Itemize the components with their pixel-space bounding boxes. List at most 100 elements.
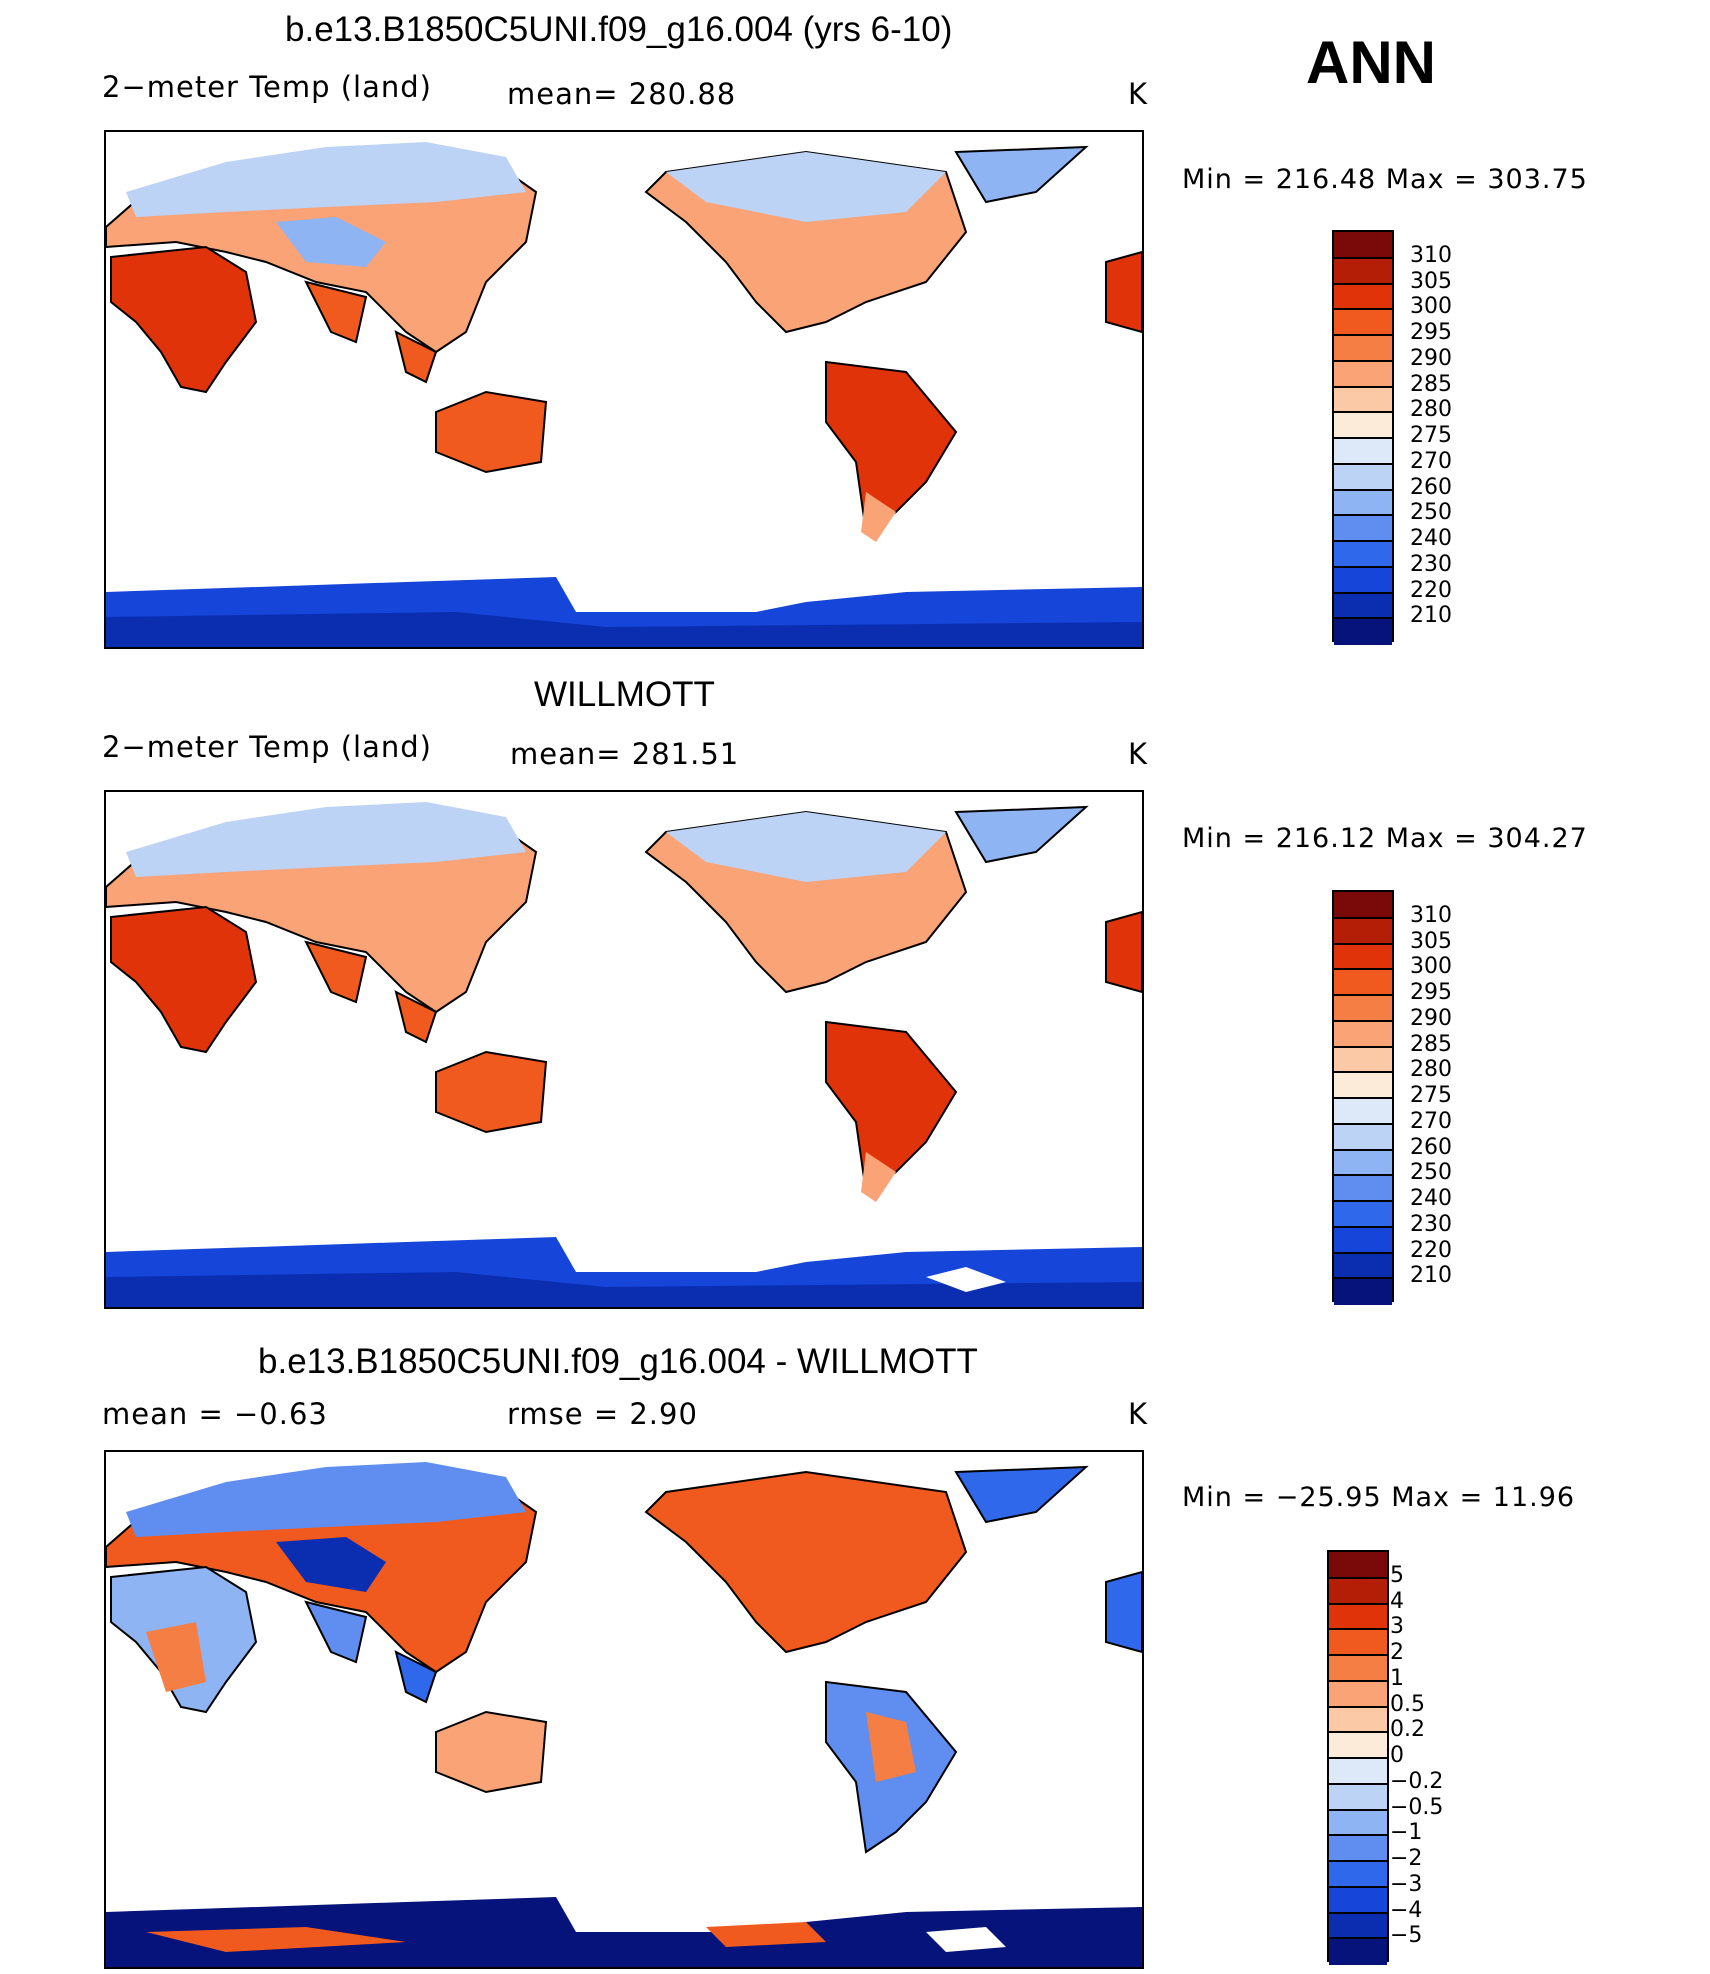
colorbar-tick-label: 285: [1410, 1031, 1452, 1057]
colorbar-tick-label: −2: [1390, 1846, 1423, 1871]
colorbar-tick-label: 305: [1410, 928, 1452, 954]
colorbar-cell: [1334, 412, 1392, 439]
colorbar-cell: [1329, 1783, 1387, 1810]
colorbar-divider: [1329, 1937, 1387, 1940]
colorbar-divider: [1334, 540, 1392, 542]
colorbar-cell: [1334, 943, 1392, 970]
colorbar-divider: [1329, 1705, 1387, 1708]
colorbar-cell: [1334, 541, 1392, 568]
colorbar-cell: [1329, 1912, 1387, 1939]
colorbar-divider: [1334, 1071, 1392, 1074]
colorbar-divider: [1334, 1251, 1392, 1254]
panel-1-units: K: [1128, 77, 1149, 111]
colorbar-tick-label: 300: [1410, 294, 1452, 320]
colorbar-divider: [1334, 942, 1392, 945]
colorbar-cell: [1334, 335, 1392, 362]
panel-1-mean: mean= 280.88: [507, 77, 737, 111]
colorbar-tick-label: 2: [1390, 1640, 1404, 1665]
colorbar-cell: [1329, 1758, 1387, 1785]
colorbar-divider: [1329, 1757, 1387, 1759]
panel-1-map: [104, 130, 1144, 649]
panel-2-colorbar: [1332, 890, 1394, 1305]
colorbar-tick-label: 210: [1410, 1263, 1452, 1289]
colorbar-cell: [1334, 360, 1392, 387]
colorbar-cell: [1329, 1577, 1387, 1604]
colorbar-tick-label: 260: [1410, 474, 1452, 500]
colorbar-tick-label: 5: [1390, 1562, 1404, 1588]
colorbar-cell: [1329, 1886, 1387, 1913]
colorbar-divider: [1334, 994, 1392, 996]
colorbar-tick-label: 310: [1410, 902, 1452, 928]
colorbar-tick-label: 280: [1410, 1057, 1452, 1083]
colorbar-tick-label: 290: [1410, 345, 1452, 371]
panel-1-variable: 2−meter Temp (land): [102, 70, 432, 104]
colorbar-divider: [1329, 1782, 1387, 1785]
colorbar-divider: [1329, 1576, 1387, 1579]
colorbar-divider: [1334, 565, 1392, 568]
panel-3-map-svg: [106, 1462, 1142, 1967]
colorbar-divider: [1334, 968, 1392, 971]
panel-3-rmse: rmse = 2.90: [507, 1397, 698, 1431]
colorbar-divider: [1334, 411, 1392, 414]
colorbar-divider: [1329, 1834, 1387, 1837]
colorbar-cell: [1334, 1149, 1392, 1176]
panel-2-units: K: [1128, 737, 1149, 771]
panel-1-map-svg: [106, 142, 1142, 647]
colorbar-tick-label: −0.2: [1390, 1768, 1444, 1794]
colorbar-cell: [1329, 1706, 1387, 1733]
panel-1-colorbar: [1332, 230, 1394, 645]
panel-1-land: [106, 142, 1142, 647]
colorbar-divider: [1334, 916, 1392, 919]
colorbar-cell: [1334, 489, 1392, 516]
colorbar-cell: [1334, 1020, 1392, 1047]
colorbar-divider: [1334, 514, 1392, 517]
colorbar-cell: [1334, 257, 1392, 284]
colorbar-tick-label: 310: [1410, 242, 1452, 268]
colorbar-cell: [1329, 1861, 1387, 1888]
colorbar-divider: [1334, 1148, 1392, 1151]
panel-3-land: [106, 1462, 1142, 1967]
colorbar-divider: [1334, 256, 1392, 259]
colorbar-divider: [1329, 1602, 1387, 1605]
colorbar-cell: [1334, 515, 1392, 542]
colorbar-tick-label: 305: [1410, 268, 1452, 294]
colorbar-tick-label: 230: [1410, 551, 1452, 577]
panel-2-minmax: Min = 216.12 Max = 304.27: [1182, 823, 1588, 854]
colorbar-tick-label: 270: [1410, 1108, 1452, 1134]
panel-3-map: [104, 1450, 1144, 1969]
colorbar-tick-label: 275: [1410, 423, 1452, 448]
colorbar-cell: [1334, 566, 1392, 593]
colorbar-tick-label: 290: [1410, 1005, 1452, 1031]
colorbar-divider: [1334, 1097, 1392, 1099]
colorbar-cell: [1334, 1175, 1392, 1202]
panel-2-land: [106, 802, 1142, 1307]
colorbar-tick-label: −5: [1390, 1923, 1423, 1949]
colorbar-divider: [1329, 1911, 1387, 1914]
colorbar-tick-label: 0: [1390, 1743, 1404, 1768]
colorbar-cell: [1334, 1226, 1392, 1253]
colorbar-divider: [1329, 1808, 1387, 1811]
colorbar-divider: [1329, 1731, 1387, 1734]
colorbar-cell: [1334, 1046, 1392, 1073]
colorbar-divider: [1334, 488, 1392, 491]
colorbar-tick-label: 270: [1410, 448, 1452, 474]
colorbar-divider: [1334, 1174, 1392, 1177]
colorbar-tick-label: 230: [1410, 1211, 1452, 1237]
colorbar-cell: [1329, 1629, 1387, 1656]
colorbar-tick-label: −4: [1390, 1897, 1423, 1923]
colorbar-cell: [1329, 1809, 1387, 1836]
colorbar-tick-label: 220: [1410, 1237, 1452, 1263]
colorbar-cell: [1334, 1098, 1392, 1125]
panel-2-variable: 2−meter Temp (land): [102, 730, 432, 764]
colorbar-cell: [1329, 1655, 1387, 1682]
colorbar-divider: [1329, 1679, 1387, 1682]
colorbar-divider: [1329, 1654, 1387, 1656]
colorbar-divider: [1334, 385, 1392, 388]
colorbar-cell: [1334, 618, 1392, 645]
colorbar-tick-label: 275: [1410, 1083, 1452, 1108]
colorbar-cell: [1334, 1201, 1392, 1228]
panel-3-title: b.e13.B1850C5UNI.f09_g16.004 - WILLMOTT: [258, 1342, 978, 1381]
colorbar-tick-label: 1: [1390, 1665, 1404, 1691]
colorbar-tick-label: 4: [1390, 1588, 1404, 1614]
panel-3-minmax: Min = −25.95 Max = 11.96: [1182, 1482, 1576, 1513]
